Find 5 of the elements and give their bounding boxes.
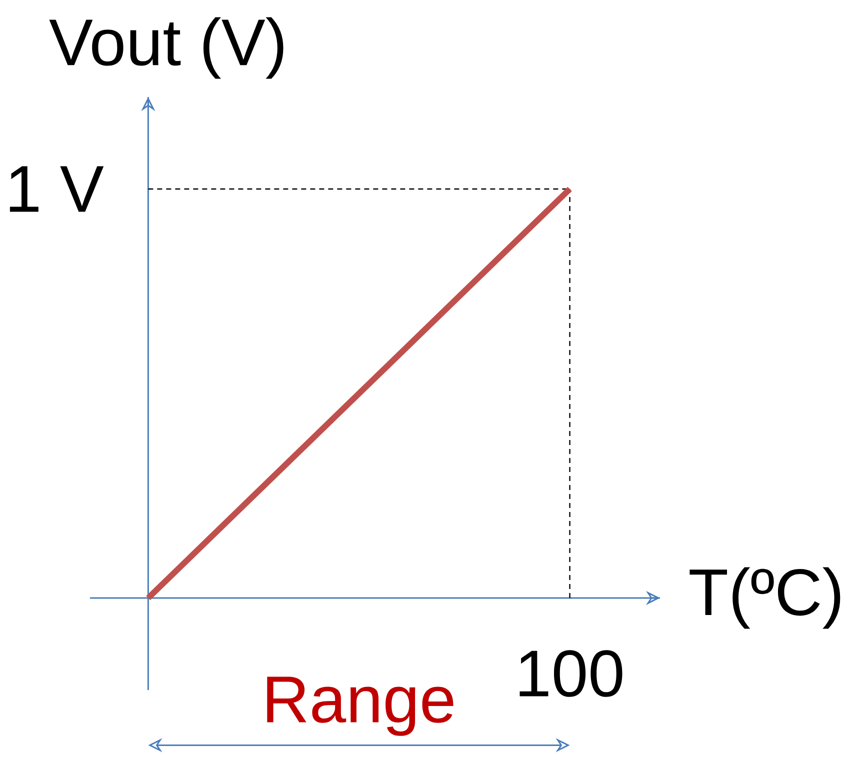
annotation: 1 V — [10, 166, 104, 212]
y-axis-title: Vout (V) — [49, 17, 284, 79]
text: 100 — [520, 650, 622, 697]
x-axis-title: T(ºC) — [690, 567, 840, 629]
text: Range — [267, 676, 454, 736]
